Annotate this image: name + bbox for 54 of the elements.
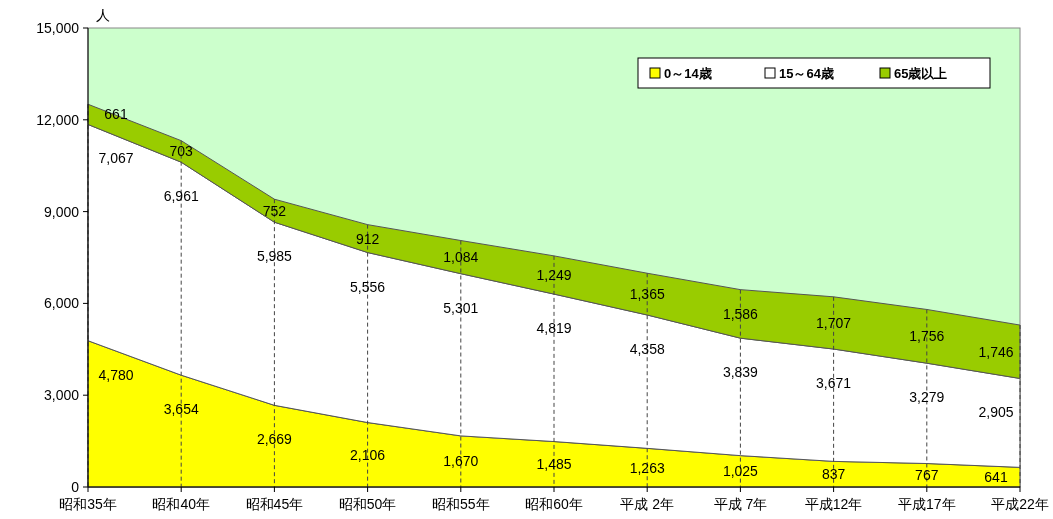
data-label: 2,669 xyxy=(256,431,293,448)
y-tick-label: 12,000 xyxy=(36,111,80,128)
data-label: 3,654 xyxy=(163,401,199,418)
x-tick-label: 昭和40年 xyxy=(152,496,210,512)
data-label: 1,670 xyxy=(443,453,479,470)
data-label: 4,819 xyxy=(536,320,572,337)
data-label: 752 xyxy=(262,202,287,219)
data-label: 1,365 xyxy=(629,286,665,303)
legend-label: 15～64歳 xyxy=(779,66,834,81)
data-label: 1,025 xyxy=(722,463,759,480)
legend-label: 65歳以上 xyxy=(894,66,948,81)
data-label: 1,263 xyxy=(629,459,665,476)
x-tick-label: 平成22年 xyxy=(991,496,1049,512)
y-tick-label: 15,000 xyxy=(36,20,80,36)
data-label: 6,961 xyxy=(163,188,199,205)
y-tick-label: 6,000 xyxy=(43,295,80,312)
data-label: 1,586 xyxy=(722,305,759,322)
y-tick-label: 9,000 xyxy=(43,203,80,220)
data-label: 1,084 xyxy=(443,249,479,266)
data-label: 1,756 xyxy=(909,328,945,345)
x-tick-label: 昭和50年 xyxy=(338,496,397,512)
data-label: 1,746 xyxy=(978,343,1014,360)
data-label: 4,780 xyxy=(98,366,134,383)
data-label: 1,707 xyxy=(816,314,852,331)
data-label: 1,485 xyxy=(536,456,572,473)
data-label: 1,249 xyxy=(536,266,572,283)
x-tick-label: 平成 2年 xyxy=(620,496,675,512)
data-label: 7,067 xyxy=(98,150,134,167)
y-tick-label: 3,000 xyxy=(43,387,80,404)
x-tick-label: 昭和60年 xyxy=(525,496,583,512)
data-label: 703 xyxy=(169,143,194,160)
data-label: 767 xyxy=(915,467,939,484)
data-label: 837 xyxy=(821,466,846,483)
x-tick-label: 昭和45年 xyxy=(245,496,304,512)
data-label: 641 xyxy=(984,469,1008,486)
data-label: 3,279 xyxy=(909,389,945,406)
x-tick-label: 昭和55年 xyxy=(432,496,490,512)
x-tick-label: 平成 7年 xyxy=(713,496,768,512)
x-tick-label: 昭和35年 xyxy=(59,496,117,512)
data-label: 4,358 xyxy=(629,341,665,357)
x-tick-label: 平成17年 xyxy=(898,496,956,512)
data-label: 3,839 xyxy=(722,364,759,381)
y-axis-title: 人 xyxy=(96,7,110,23)
data-label: 2,905 xyxy=(978,404,1014,421)
data-label: 5,556 xyxy=(350,278,386,295)
data-label: 661 xyxy=(104,106,128,123)
data-label: 3,671 xyxy=(816,375,852,392)
legend-label: 0～14歳 xyxy=(664,66,712,81)
data-label: 912 xyxy=(355,230,380,247)
x-tick-label: 平成12年 xyxy=(804,496,863,512)
data-label: 5,985 xyxy=(256,248,293,265)
y-tick-label: 0 xyxy=(71,479,80,495)
data-label: 2,106 xyxy=(350,446,386,463)
data-label: 5,301 xyxy=(443,299,479,316)
